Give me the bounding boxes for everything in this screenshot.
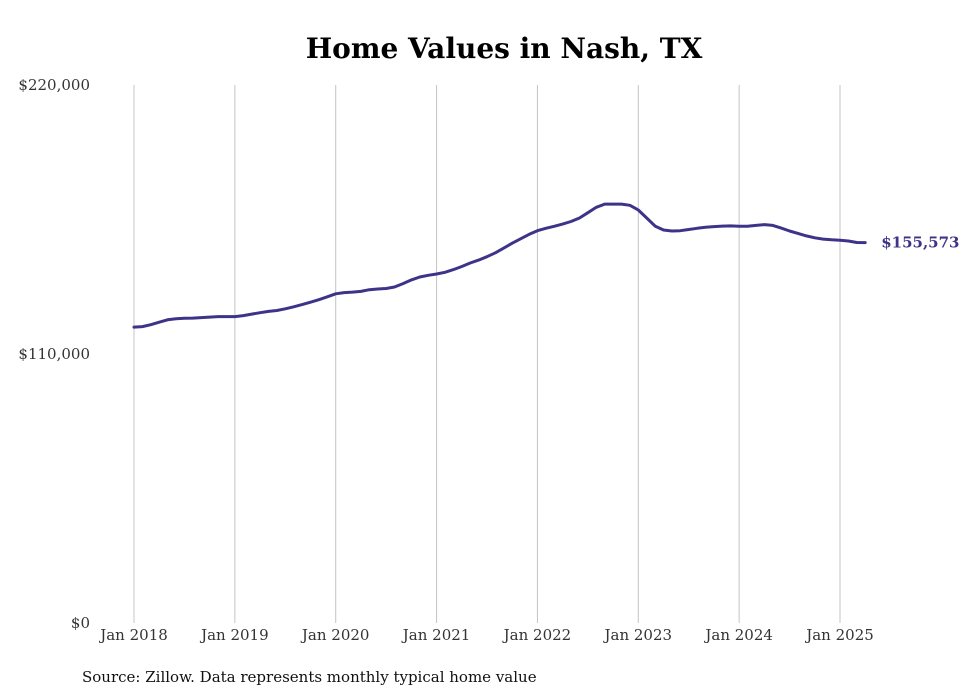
x-tick-label: Jan 2021 [401,626,471,644]
x-tick-label: Jan 2019 [199,626,269,644]
series-group [132,202,867,329]
x-tick-label: Jan 2018 [98,626,168,644]
x-gridlines [133,85,841,623]
x-tick-label: Jan 2020 [300,626,370,644]
y-tick-label: $0 [71,614,90,632]
series-line [132,202,867,329]
end-value-label: $155,573 [881,234,959,252]
y-tick-label: $220,000 [18,76,90,94]
x-tick-label: Jan 2024 [703,626,773,644]
source-note: Source: Zillow. Data represents monthly … [82,668,537,686]
line-chart: $0$110,000$220,000 Jan 2018 Jan 2019 Jan 2… [18,76,959,644]
chart-title: Home Values in Nash, TX [305,32,703,65]
x-tick-label: Jan 2023 [603,626,673,644]
y-tick-labels: $0 $110,000 $220,000 [18,76,90,632]
x-tick-labels: Jan 2018 Jan 2019 Jan 2020 Jan 2021 Jan 2022… [98,626,874,644]
y-tick-label: $110,000 [18,345,90,363]
x-tick-label: Jan 2025 [804,626,874,644]
x-tick-label: Jan 2022 [502,626,572,644]
